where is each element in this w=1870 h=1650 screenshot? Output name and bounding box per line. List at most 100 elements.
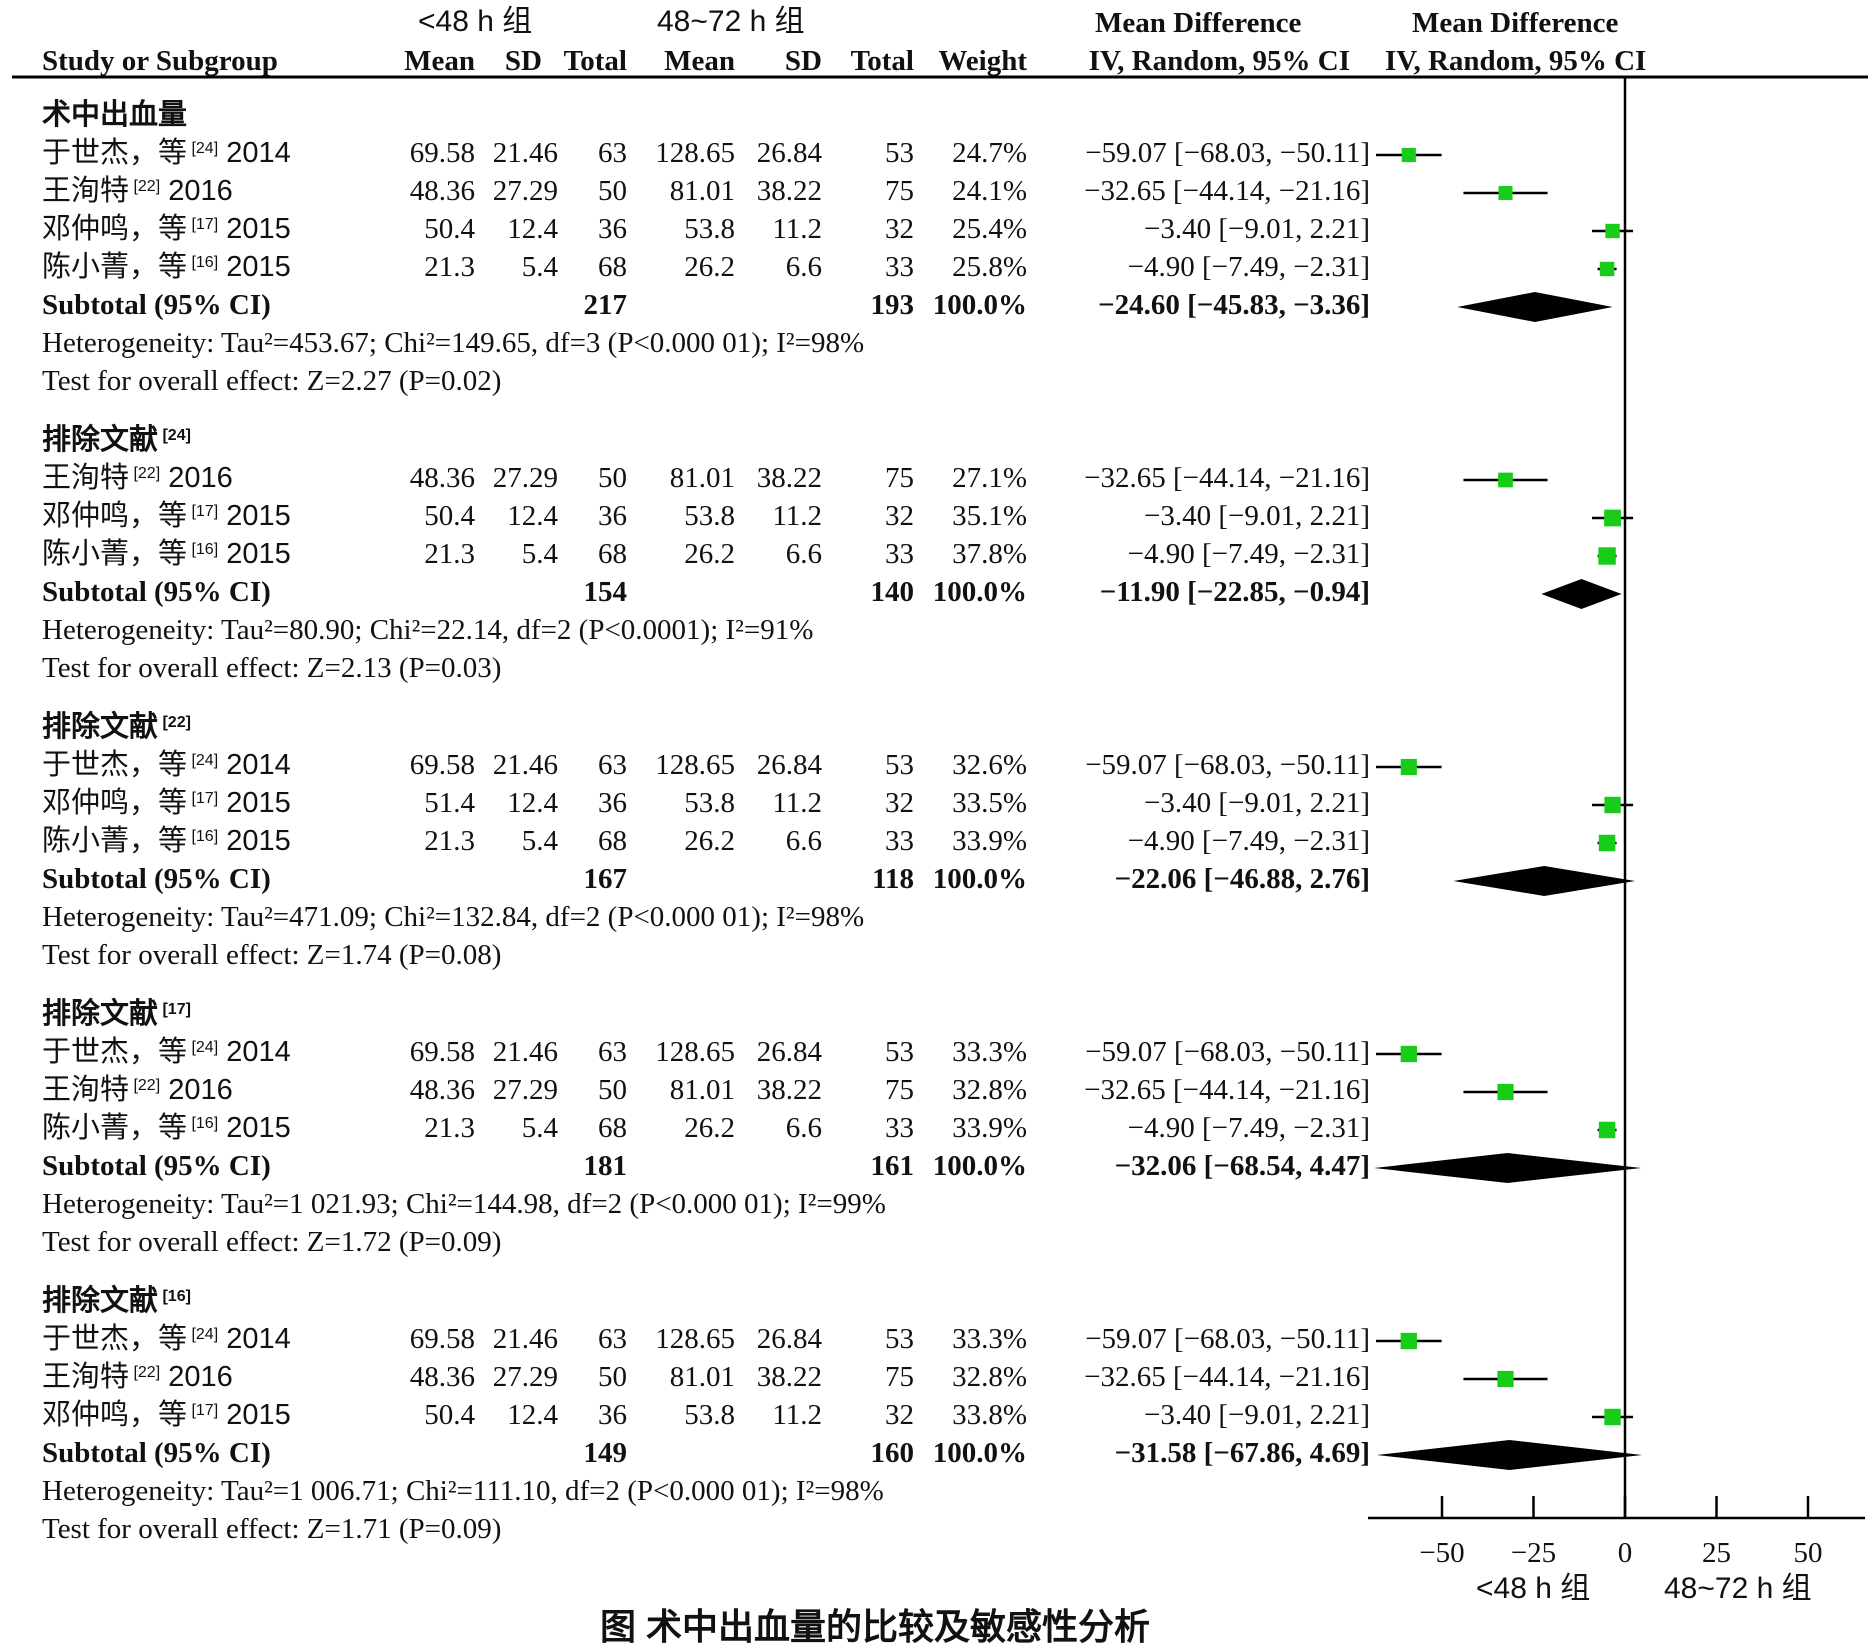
- heterogeneity-text: Heterogeneity: Tau²=471.09; Chi²=132.84,…: [42, 901, 865, 933]
- weight-value: 33.9%: [952, 1112, 1027, 1144]
- subtotal-total2: 161: [870, 1150, 915, 1182]
- ci-text: −59.07 [−68.03, −50.11]: [1085, 1323, 1370, 1355]
- total2-value: 33: [885, 1112, 914, 1144]
- mean2-value: 128.65: [655, 749, 735, 781]
- total1-value: 36: [598, 1399, 627, 1431]
- subtotal-label: Subtotal (95% CI): [42, 289, 271, 321]
- subtotal-diamond: [1376, 1440, 1643, 1470]
- weight-value: 32.6%: [952, 749, 1027, 781]
- ci-text: −4.90 [−7.49, −2.31]: [1127, 251, 1370, 283]
- total1-value: 68: [598, 538, 627, 570]
- study-name: 邓仲鸣，等 [17] 2015: [42, 1399, 291, 1431]
- md-method-header: IV, Random, 95% CI: [1088, 45, 1350, 77]
- mean1-value: 51.4: [424, 787, 475, 819]
- total2-header: Total: [850, 45, 914, 77]
- sd2-value: 26.84: [756, 1036, 822, 1068]
- mean1-value: 21.3: [424, 251, 475, 283]
- overall-effect-text: Test for overall effect: Z=1.71 (P=0.09): [42, 1513, 502, 1545]
- mean2-value: 81.01: [669, 1074, 735, 1106]
- sd1-value: 12.4: [507, 500, 558, 532]
- sd2-header: SD: [784, 45, 822, 77]
- study-marker: [1604, 509, 1621, 527]
- subtotal-weight: 100.0%: [932, 863, 1027, 895]
- mean2-value: 26.2: [684, 251, 735, 283]
- study-marker: [1400, 1045, 1417, 1063]
- study-name: 陈小菁，等 [16] 2015: [42, 538, 291, 570]
- sd2-value: 38.22: [756, 462, 822, 494]
- weight-value: 37.8%: [952, 538, 1027, 570]
- ci-text: −32.65 [−44.14, −21.16]: [1084, 175, 1370, 207]
- subtotal-diamond: [1453, 866, 1636, 896]
- study-name: 邓仲鸣，等 [17] 2015: [42, 500, 291, 532]
- study-marker: [1604, 796, 1621, 814]
- ci-text: −59.07 [−68.03, −50.11]: [1085, 749, 1370, 781]
- study-name: 于世杰，等 [24] 2014: [42, 749, 291, 781]
- total2-value: 32: [885, 500, 914, 532]
- subgroup-title: 排除文献 [16]: [42, 1285, 191, 1317]
- x-tick-label: −25: [1510, 1537, 1557, 1569]
- total2-value: 75: [885, 1074, 914, 1106]
- ci-text: −4.90 [−7.49, −2.31]: [1127, 538, 1370, 570]
- overall-effect-text: Test for overall effect: Z=2.27 (P=0.02): [42, 365, 502, 397]
- weight-value: 25.4%: [952, 213, 1027, 245]
- sd1-value: 5.4: [521, 538, 558, 570]
- mean1-value: 48.36: [409, 1074, 475, 1106]
- total1-value: 36: [598, 787, 627, 819]
- total2-value: 33: [885, 538, 914, 570]
- sd2-value: 38.22: [756, 175, 822, 207]
- subtotal-weight: 100.0%: [932, 1150, 1027, 1182]
- total2-value: 75: [885, 462, 914, 494]
- subtotal-ci-text: −22.06 [−46.88, 2.76]: [1114, 863, 1370, 895]
- subtotal-label: Subtotal (95% CI): [42, 1150, 271, 1182]
- sd1-value: 21.46: [492, 749, 558, 781]
- total1-value: 50: [598, 1361, 627, 1393]
- ci-text: −32.65 [−44.14, −21.16]: [1084, 1074, 1370, 1106]
- study-column-header: Study or Subgroup: [42, 45, 278, 77]
- sd2-value: 6.6: [785, 825, 822, 857]
- subtotal-ci-text: −32.06 [−68.54, 4.47]: [1114, 1150, 1370, 1182]
- mean2-value: 81.01: [669, 175, 735, 207]
- total1-value: 68: [598, 251, 627, 283]
- sd2-value: 38.22: [756, 1361, 822, 1393]
- study-name: 王洵特 [22] 2016: [42, 462, 233, 494]
- sd1-value: 21.46: [492, 137, 558, 169]
- sd1-header: SD: [504, 45, 542, 77]
- subtotal-total2: 193: [870, 289, 915, 321]
- forest-plot: [12, 75, 1868, 1520]
- subtotal-total2: 118: [872, 863, 914, 895]
- total1-value: 63: [598, 1323, 627, 1355]
- study-name: 王洵特 [22] 2016: [42, 1074, 233, 1106]
- x-tick-label: −50: [1419, 1537, 1465, 1569]
- total2-value: 53: [885, 749, 914, 781]
- mean1-value: 69.58: [409, 137, 475, 169]
- study-marker: [1497, 1370, 1514, 1388]
- mean1-value: 69.58: [409, 749, 475, 781]
- subtotal-total1: 149: [583, 1437, 628, 1469]
- weight-value: 33.8%: [952, 1399, 1027, 1431]
- mean2-value: 128.65: [655, 137, 735, 169]
- sd1-value: 27.29: [492, 1074, 558, 1106]
- mean1-value: 50.4: [424, 500, 475, 532]
- subtotal-total2: 160: [870, 1437, 915, 1469]
- figure-caption: 图 术中出血量的比较及敏感性分析: [600, 1606, 1151, 1647]
- total1-value: 63: [598, 137, 627, 169]
- subtotal-label: Subtotal (95% CI): [42, 1437, 271, 1469]
- overall-effect-text: Test for overall effect: Z=2.13 (P=0.03): [42, 652, 502, 684]
- subtotal-weight: 100.0%: [932, 289, 1027, 321]
- subtotal-weight: 100.0%: [932, 576, 1027, 608]
- study-name: 邓仲鸣，等 [17] 2015: [42, 213, 291, 245]
- mean2-value: 26.2: [684, 1112, 735, 1144]
- study-name: 王洵特 [22] 2016: [42, 175, 233, 207]
- mean1-value: 21.3: [424, 825, 475, 857]
- ci-text: −4.90 [−7.49, −2.31]: [1127, 825, 1370, 857]
- plot-method-header: IV, Random, 95% CI: [1385, 45, 1647, 77]
- mean2-value: 53.8: [684, 787, 735, 819]
- subtotal-total1: 217: [583, 289, 628, 321]
- ci-text: −3.40 [−9.01, 2.21]: [1143, 500, 1370, 532]
- sd2-value: 11.2: [772, 500, 822, 532]
- sd1-value: 5.4: [521, 1112, 558, 1144]
- sd1-value: 27.29: [492, 175, 558, 207]
- subtotal-diamond: [1457, 292, 1613, 322]
- ci-text: −59.07 [−68.03, −50.11]: [1085, 1036, 1370, 1068]
- subgroup-title: 排除文献 [24]: [42, 424, 191, 456]
